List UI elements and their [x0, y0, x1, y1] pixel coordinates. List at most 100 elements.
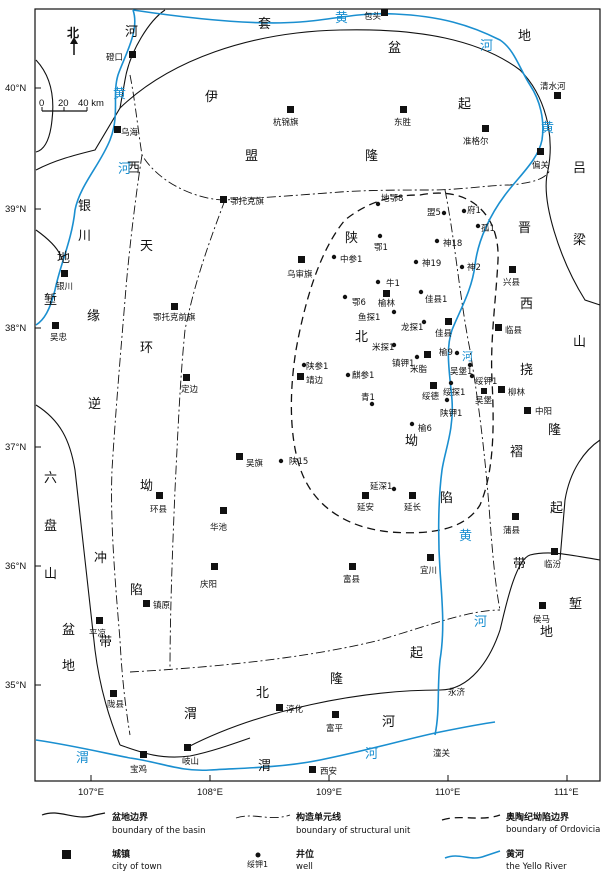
well-w7: 中参1: [340, 254, 362, 265]
town-huanxian: 环县: [150, 505, 168, 515]
well-w28: 永济: [448, 687, 466, 698]
legend-river-line: [444, 850, 501, 859]
town-suide: 绥德: [422, 391, 440, 402]
town-yinchuan: 银川: [56, 281, 73, 292]
well-w15: 米探1: [372, 342, 394, 353]
town-wuhai: 乌海: [121, 127, 139, 138]
river-label-7: 黄: [459, 529, 472, 544]
town-qingshui: 清水河: [540, 81, 566, 92]
region-meng: 盟: [245, 149, 258, 164]
region-liu: 六: [44, 471, 57, 486]
region-zhe: 褶: [510, 445, 523, 460]
boundary-north: [119, 29, 601, 306]
boundary-south-west: [119, 737, 251, 758]
well-w24: 陕钾1: [440, 408, 462, 419]
well-w1: 地鄂8: [381, 193, 403, 204]
river-label-10: 河: [365, 747, 378, 762]
legend-basin-line: [41, 812, 106, 818]
region-qi3: 起: [410, 646, 423, 661]
town-longxian: 陇县: [107, 699, 125, 710]
region-xi2: 西: [127, 161, 140, 176]
region-di4: 地: [62, 659, 75, 674]
region-long1: 隆: [365, 149, 378, 164]
region-long2: 隆: [548, 423, 561, 438]
legend: 盆地边界 boundary of the basin 构造单元线 boundar…: [41, 811, 601, 872]
map-frame: [34, 8, 601, 782]
town-wushen: 乌审旗: [287, 269, 313, 280]
boundary-south: [187, 552, 601, 748]
town-dongsheng: 东胜: [394, 117, 412, 128]
lon-108: 108°E: [197, 787, 223, 798]
well-w12: 佳县1: [425, 294, 447, 305]
scale-bar: 0 20 40 km: [39, 98, 104, 112]
town-pingliang: 平凉: [89, 628, 106, 639]
town-yulin: 榆林: [378, 298, 396, 309]
lat-37: 37°N: [5, 442, 26, 453]
town-zhenyuan: 镇原: [153, 600, 170, 611]
legend-unit-zh: 构造单元线: [296, 811, 341, 823]
region-chuan: 川: [78, 229, 91, 244]
legend-river-en: the Yello River: [506, 862, 567, 872]
region-bei2: 北: [256, 686, 269, 701]
well-w9: 神2: [467, 262, 481, 273]
well-w4: 鄂1: [374, 243, 388, 253]
region-pen: 盆: [388, 41, 401, 56]
lat-40: 40°N: [5, 83, 26, 94]
legend-well-sample: 绥钾1: [247, 859, 268, 869]
well-w10: 牛1: [386, 278, 400, 289]
well-w25: 榆6: [418, 423, 432, 434]
town-etuokeqian: 鄂托克前旗: [153, 312, 196, 323]
region-di1: 地: [518, 29, 531, 44]
river-label-2: 河: [118, 162, 131, 177]
region-long3: 隆: [330, 672, 343, 687]
region-labels: 河 套 盆 地 伊 盟 隆 起 吕 梁 山 晋 西 挠 隆 褶 起 带 地 堑 …: [44, 16, 586, 774]
town-hangjin: 杭锦旗: [273, 117, 299, 128]
region-ao2: 坳: [405, 434, 418, 449]
legend-town-zh: 城镇: [112, 848, 130, 860]
region-liang: 梁: [573, 233, 586, 248]
boundary-yinchuan: [35, 229, 63, 261]
town-linxian: 临县: [505, 325, 523, 336]
town-yichuan: 宜川: [420, 565, 437, 576]
lat-39: 39°N: [5, 204, 26, 215]
structural-boundaries: [111, 74, 551, 736]
unit-tianhuan-east: [169, 199, 226, 671]
boundary-northwest: [35, 9, 166, 171]
legend-salt-en: boundary of Ordovician salt basin: [506, 825, 601, 835]
town-dengkou: 磴口: [106, 52, 123, 63]
region-jin: 晋: [518, 221, 531, 236]
well-w22: 绥探1: [443, 387, 465, 398]
town-wuqi: 吴旗: [246, 458, 264, 469]
town-liulin: 柳林: [508, 387, 526, 398]
region-nao: 挠: [520, 363, 533, 378]
well-w29: 潼关: [433, 748, 451, 759]
unit-weibei-north: [129, 609, 501, 673]
well-w17: 镇钾1: [392, 358, 414, 369]
legend-basin-zh: 盆地边界: [111, 811, 148, 823]
legend-unit-en: boundary of structural unit: [296, 826, 411, 836]
well-w8: 神19: [422, 258, 441, 269]
town-chunhua: 淳化: [286, 704, 304, 715]
region-xi1: 西: [520, 297, 533, 312]
lat-36: 36°N: [5, 561, 26, 572]
town-xingxian: 兴县: [503, 278, 521, 288]
boundary-west-outer: [35, 404, 121, 746]
region-shan1: 山: [573, 335, 586, 350]
region-di3: 地: [57, 251, 70, 266]
boundary-dengkou: [35, 59, 54, 153]
well-w11: 鄂6: [352, 298, 366, 308]
region-huan: 环: [140, 341, 153, 356]
region-pan: 盘: [44, 518, 57, 534]
region-qi2: 起: [550, 501, 563, 516]
town-puxian: 蒲县: [503, 525, 521, 536]
town-xian: 西安: [320, 766, 337, 777]
legend-well-marker: [255, 852, 261, 858]
north-arrow: 北: [67, 25, 79, 55]
well-w6: 神18: [443, 238, 462, 249]
town-fuxian: 富县: [343, 574, 361, 585]
town-etuoke: 鄂托克旗: [230, 196, 265, 207]
town-houma: 侯马: [533, 615, 550, 625]
boundary-east-lower: [559, 439, 601, 561]
region-shan3: 陕: [345, 231, 358, 246]
region-yi: 伊: [205, 90, 218, 105]
